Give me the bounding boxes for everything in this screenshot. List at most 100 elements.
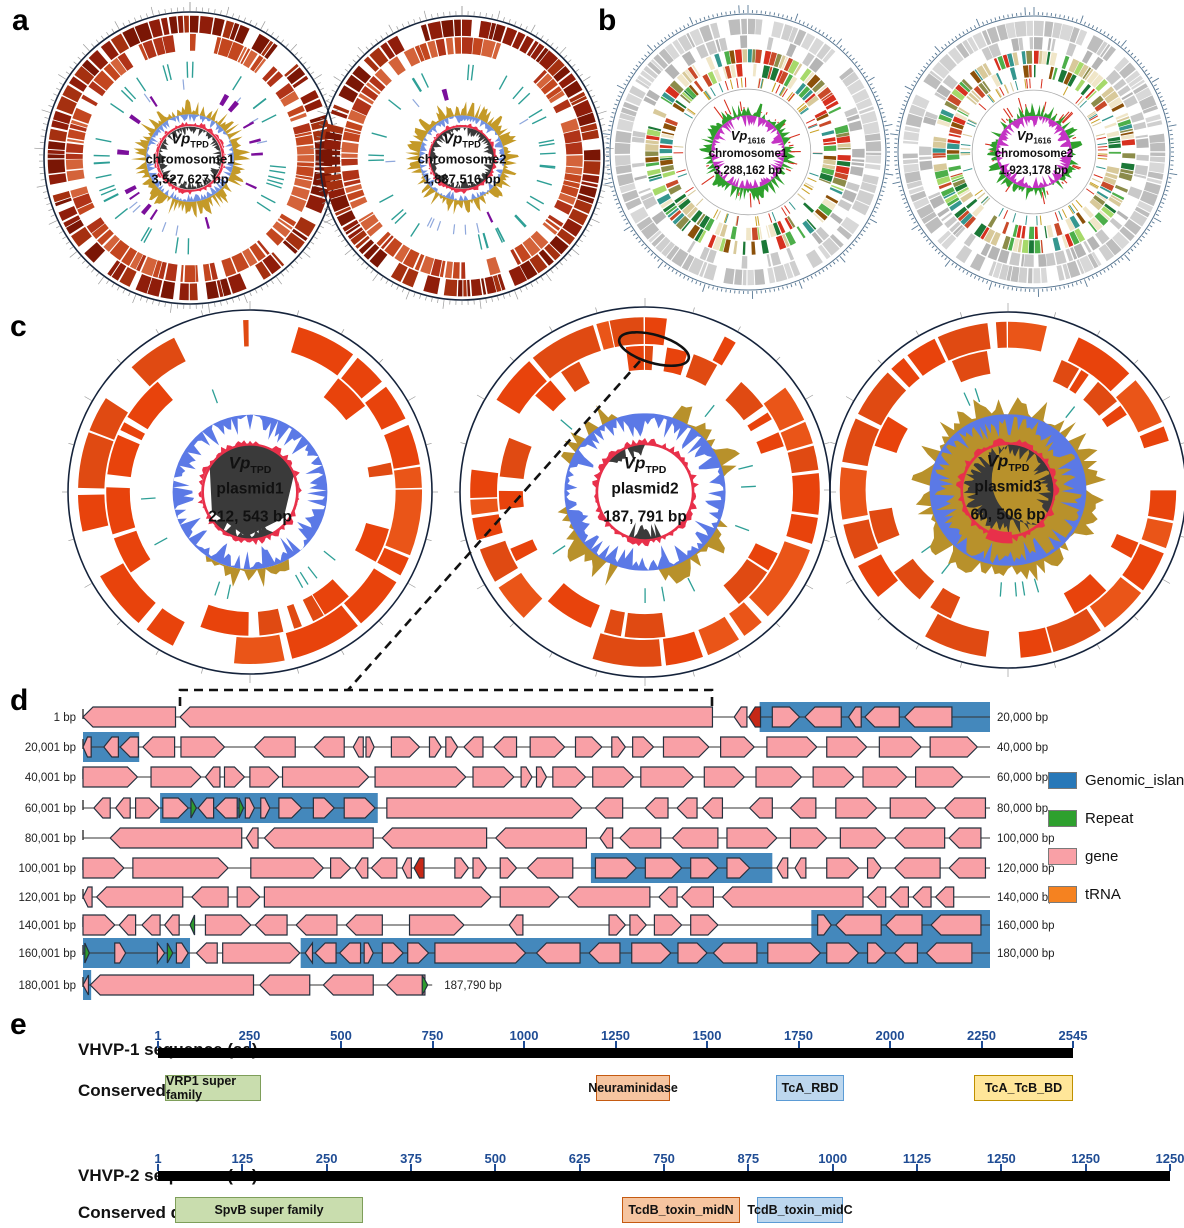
row-end-label: 100,000 bp bbox=[997, 833, 1055, 845]
legend-label: tRNA bbox=[1085, 886, 1121, 903]
gene-arrow bbox=[893, 827, 946, 849]
gene-arrow bbox=[520, 766, 533, 788]
genome-name: VpTPD bbox=[228, 453, 272, 477]
conserved-domain-box: TcA_TcB_BD bbox=[974, 1075, 1073, 1101]
legend-label: Repeat bbox=[1085, 810, 1134, 827]
gene-arrow bbox=[789, 797, 817, 819]
gene-arrow bbox=[535, 942, 581, 964]
gene-arrow bbox=[929, 736, 979, 758]
row-start-label: 80,001 bp bbox=[25, 833, 76, 845]
scale-tick-label: 1500 bbox=[692, 1028, 722, 1043]
gene-arrow bbox=[866, 942, 887, 964]
gene-arrow bbox=[599, 827, 614, 849]
plot-center-label: VpTPD plasmid1 212, 543 bp bbox=[208, 454, 292, 531]
gene-map-row: 60,001 bp 80,000 bp bbox=[25, 793, 1048, 823]
gene-arrow bbox=[204, 766, 221, 788]
gene-arrow bbox=[374, 766, 467, 788]
row-end-label: 180,000 bp bbox=[997, 948, 1055, 960]
scale-tick bbox=[1072, 1041, 1074, 1048]
scale-tick-label: 375 bbox=[400, 1151, 422, 1166]
gene-arrow bbox=[352, 736, 364, 758]
replicon-name: chromosome2 bbox=[417, 151, 507, 167]
legend-label: Genomic_island bbox=[1085, 772, 1184, 789]
conserved-domain-box: TcdB_toxin_midC bbox=[747, 1197, 853, 1223]
gene-arrow bbox=[834, 914, 882, 936]
gene-arrow bbox=[407, 942, 430, 964]
gene-arrow bbox=[454, 857, 470, 879]
plot-center-label: VpTPD plasmid3 60, 506 bp bbox=[971, 452, 1046, 529]
plot-center-label: Vp1616 chromosome2 1,923,178 bp bbox=[995, 128, 1074, 180]
gene-arrow bbox=[826, 942, 860, 964]
gene-map-row: 20,001 bp 40,000 bp bbox=[25, 732, 1048, 762]
gene-arrow bbox=[214, 797, 238, 819]
gene-map-row: 180,001 bp 187,790 bp bbox=[18, 970, 502, 1000]
scale-tick-label: 1125 bbox=[902, 1151, 932, 1166]
row-end-label: 120,000 bp bbox=[997, 863, 1055, 875]
gene-arrow bbox=[862, 766, 908, 788]
gene-arrow bbox=[934, 886, 955, 908]
scale-tick-label: 2545 bbox=[1058, 1028, 1088, 1043]
gene-arrow bbox=[526, 857, 574, 879]
gene-arrow bbox=[82, 857, 125, 879]
gene-arrow bbox=[381, 942, 405, 964]
scale-tick bbox=[831, 1164, 834, 1171]
gene-arrow bbox=[204, 914, 252, 936]
gene-arrow bbox=[671, 827, 719, 849]
gene-arrow bbox=[313, 736, 345, 758]
gene-arrow bbox=[197, 797, 215, 819]
gene-arrow bbox=[755, 766, 803, 788]
row-start-label: 160,001 bp bbox=[18, 948, 76, 960]
panel-d-label: d bbox=[10, 684, 29, 717]
gene-arrow bbox=[190, 886, 229, 908]
gene-arrow bbox=[179, 706, 714, 728]
gene-arrow bbox=[866, 857, 882, 879]
circos-plot-vp1616-chromosome2 bbox=[890, 7, 1178, 297]
scale-tick bbox=[241, 1164, 244, 1171]
replicon-size: 60, 506 bp bbox=[970, 506, 1046, 524]
gene-arrow bbox=[114, 797, 131, 819]
gene-arrow bbox=[893, 942, 919, 964]
gene-arrow bbox=[263, 827, 374, 849]
scale-tick bbox=[523, 1041, 525, 1048]
row-start-label: 40,001 bp bbox=[25, 772, 76, 784]
gene-arrow bbox=[771, 706, 801, 728]
gene-arrow bbox=[925, 942, 973, 964]
gene-arrow bbox=[82, 706, 177, 728]
gene-arrow bbox=[156, 941, 166, 965]
gene-arrow bbox=[345, 914, 383, 936]
gene-arrow bbox=[142, 736, 176, 758]
gene-arrow bbox=[386, 797, 583, 819]
gene-arrow bbox=[175, 942, 189, 964]
gene-arrow bbox=[721, 886, 864, 908]
gene-arrow bbox=[789, 827, 828, 849]
gene-arrow bbox=[223, 766, 246, 788]
genome-name: Vp1616 bbox=[730, 127, 766, 146]
gene-arrow bbox=[826, 857, 860, 879]
gene-arrow bbox=[644, 797, 669, 819]
gene-arrow bbox=[658, 886, 678, 908]
genome-name: VpTPD bbox=[623, 453, 667, 477]
gene-arrow bbox=[278, 797, 303, 819]
gene-arrow bbox=[588, 942, 621, 964]
legend-item: gene bbox=[1048, 848, 1118, 865]
gene-arrow bbox=[847, 706, 862, 728]
conserved-domain-box: TcdB_toxin_midN bbox=[622, 1197, 740, 1223]
gene-arrow bbox=[385, 974, 426, 996]
replicon-name: chromosome1 bbox=[145, 151, 235, 167]
gene-arrow bbox=[259, 974, 311, 996]
gene-map-row: 100,001 bp 120,000 bp bbox=[18, 853, 1055, 883]
gene-arrow bbox=[250, 857, 325, 879]
gene-arrow bbox=[720, 736, 756, 758]
scale-tick bbox=[889, 1041, 891, 1048]
gene-arrow bbox=[118, 914, 137, 936]
gene-map-row: 140,001 bp 160,000 bp bbox=[18, 910, 1055, 940]
gene-arrow bbox=[472, 857, 488, 879]
replicon-name: chromosome1 bbox=[708, 147, 788, 160]
gene-arrow bbox=[726, 857, 751, 879]
scale-tick-label: 750 bbox=[653, 1151, 675, 1166]
scale-tick bbox=[578, 1164, 581, 1171]
gene-arrow bbox=[817, 914, 833, 936]
gene-arrow bbox=[163, 914, 180, 936]
gene-arrow bbox=[508, 914, 524, 936]
scale-tick-label: 2000 bbox=[875, 1028, 905, 1043]
